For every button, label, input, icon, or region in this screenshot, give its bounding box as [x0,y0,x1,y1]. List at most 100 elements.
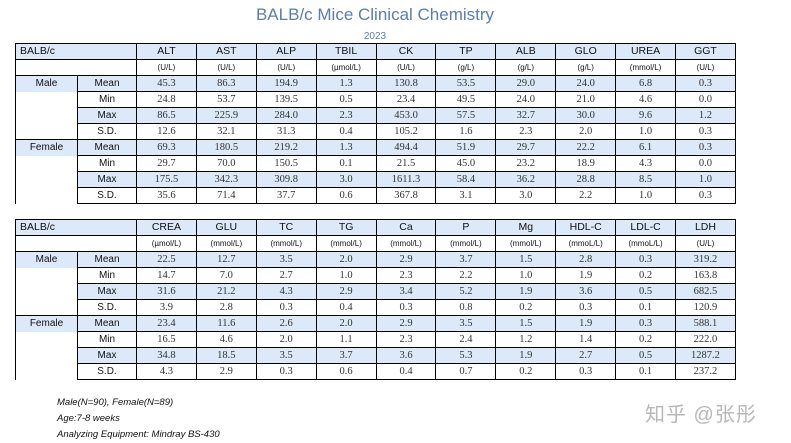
column-header: ALB [495,43,557,60]
value-cell: 2.3 [315,107,377,124]
value-cell: 319.2 [675,251,736,268]
column-header: ALP [255,43,317,60]
value-cell: 0.3 [555,299,617,316]
stat-label: Min [77,155,137,172]
unit-label: (mmol/L) [495,235,557,252]
column-header: Mg [495,219,557,236]
stat-label: Min [77,91,137,108]
value-cell: 2.2 [435,267,497,284]
page-title: BALB/c Mice Clinical Chemistry [255,5,495,24]
value-cell: 3.5 [255,347,317,364]
value-cell: 2.9 [315,283,377,300]
column-header: TBIL [315,43,377,60]
value-cell: 71.4 [195,187,257,204]
value-cell: 163.8 [675,267,736,284]
value-cell: 0.3 [675,139,736,156]
value-cell: 284.0 [255,107,317,124]
group-spacer [15,123,78,140]
value-cell: 225.9 [195,107,257,124]
value-cell: 588.1 [675,315,736,332]
value-cell: 682.5 [675,283,736,300]
value-cell: 12.6 [136,123,197,140]
value-cell: 32.7 [495,107,557,124]
value-cell: 105.2 [375,123,437,140]
stat-label: Mean [77,75,137,92]
unit-label: (g/L) [495,59,557,76]
stat-label: Max [77,171,137,188]
unit-label: (mmol/L) [195,235,257,252]
stat-label: S.D. [77,187,137,204]
column-header: GGT [675,43,736,60]
value-cell: 2.3 [375,331,437,348]
unit-label: (mmol/L) [435,235,497,252]
column-header: TG [315,219,377,236]
table-row: S.D. 3.9 2.8 0.3 0.4 0.3 0.8 0.2 0.3 0.1 120.9 [15,299,736,316]
value-cell: 1.2 [675,107,736,124]
unit-label: (U/L) [675,59,736,76]
value-cell: 4.3 [136,363,197,380]
table-row: Min 16.5 4.6 2.0 1.1 2.3 2.4 1.2 1.4 0.2 222.0 [15,331,736,348]
value-cell: 219.2 [255,139,317,156]
note-equipment: Analyzing Equipment: Mindray BS-430 [57,429,220,440]
stat-label: Min [77,331,137,348]
value-cell: 2.0 [255,331,317,348]
value-cell: 0.0 [675,155,736,172]
unit-label: (U/L) [136,59,197,76]
stat-label: S.D. [77,363,137,380]
value-cell: 222.0 [675,331,736,348]
header-row: BALB/c ALT AST ALP TBIL CK TP ALB GLO UREA GGT [15,43,736,60]
column-header: GLU [195,219,257,236]
column-header: TP [435,43,497,60]
units-row: (U/L) (U/L) (U/L) (µmol/L) (U/L) (g/L) (g/L) (g… [15,59,736,76]
value-cell: 1.0 [615,187,677,204]
value-cell: 37.7 [255,187,317,204]
value-cell: 5.3 [435,347,497,364]
value-cell: 0.6 [315,187,377,204]
value-cell: 29.7 [136,155,197,172]
value-cell: 2.0 [315,251,377,268]
value-cell: 3.5 [255,251,317,268]
value-cell: 0.2 [495,299,557,316]
value-cell: 150.5 [255,155,317,172]
unit-label: (g/L) [435,59,497,76]
value-cell: 194.9 [255,75,317,92]
value-cell: 23.2 [495,155,557,172]
stat-label: Mean [77,139,137,156]
value-cell: 3.4 [375,283,437,300]
value-cell: 16.5 [136,331,197,348]
value-cell: 0.7 [435,363,497,380]
value-cell: 0.1 [315,155,377,172]
value-cell: 0.8 [435,299,497,316]
table-row: Max 34.8 18.5 3.5 3.7 3.6 5.3 1.9 2.7 0.5 1287.2 [15,347,736,364]
group-spacer [15,299,78,316]
value-cell: 0.3 [615,251,677,268]
table-row: Min 24.8 53.7 139.5 0.5 23.4 49.5 24.0 21.0 4.6 0.… [15,91,736,108]
value-cell: 58.4 [435,171,497,188]
value-cell: 494.4 [375,139,437,156]
value-cell: 14.7 [136,267,197,284]
group-label: Male [15,251,78,268]
value-cell: 0.5 [615,283,677,300]
value-cell: 3.0 [315,171,377,188]
value-cell: 0.0 [675,91,736,108]
value-cell: 12.7 [195,251,257,268]
value-cell: 1.9 [495,283,557,300]
value-cell: 0.2 [615,331,677,348]
value-cell: 32.1 [195,123,257,140]
units-row: (µmol/L) (mmol/L) (mmol/L) (mmol/L) (mmol/L)… [15,235,736,252]
value-cell: 0.6 [315,363,377,380]
group-spacer [15,107,78,124]
value-cell: 4.6 [615,91,677,108]
header-row: BALB/c CREA GLU TC TG Ca P Mg HDL-C LDL-C LDH [15,219,736,236]
group-spacer [15,171,78,188]
value-cell: 3.0 [495,187,557,204]
group-spacer [15,363,78,380]
value-cell: 0.3 [675,187,736,204]
column-header: GLO [555,43,617,60]
value-cell: 7.0 [195,267,257,284]
group-spacer [15,331,78,348]
stat-label: Max [77,283,137,300]
year-label: 2023 [363,31,387,42]
value-cell: 23.4 [375,91,437,108]
units-spacer [15,235,137,252]
